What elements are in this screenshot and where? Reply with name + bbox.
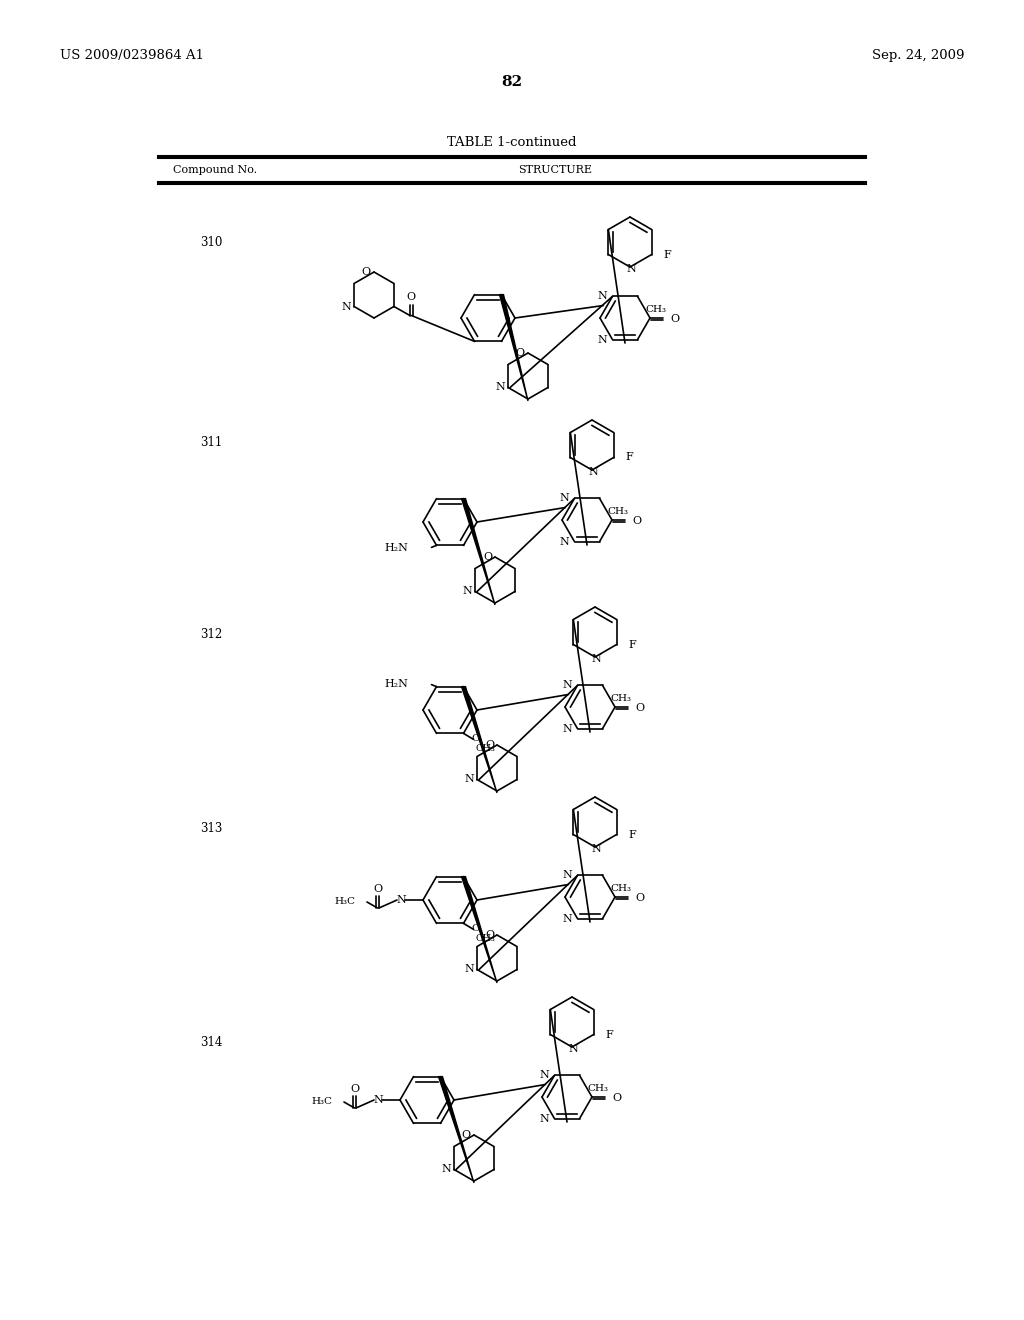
Text: H₂N: H₂N xyxy=(385,544,409,553)
Text: N: N xyxy=(540,1114,550,1123)
Text: O: O xyxy=(612,1093,622,1104)
Text: N: N xyxy=(563,870,572,880)
Text: STRUCTURE: STRUCTURE xyxy=(518,165,592,176)
Text: 311: 311 xyxy=(200,437,222,450)
Text: N: N xyxy=(496,383,505,392)
Text: CH₃: CH₃ xyxy=(610,884,632,892)
Text: N: N xyxy=(591,653,601,664)
Text: N: N xyxy=(568,1044,578,1053)
Text: CH₃: CH₃ xyxy=(475,744,496,752)
Text: N: N xyxy=(341,301,351,312)
Polygon shape xyxy=(438,1077,474,1183)
Text: N: N xyxy=(598,292,607,301)
Text: O: O xyxy=(373,884,382,894)
Text: O: O xyxy=(632,516,641,525)
Text: O: O xyxy=(483,552,492,562)
Text: O: O xyxy=(462,1130,471,1140)
Text: CH₃: CH₃ xyxy=(645,305,667,314)
Polygon shape xyxy=(462,499,495,605)
Text: N: N xyxy=(563,723,572,734)
Text: O: O xyxy=(471,924,480,933)
Text: O: O xyxy=(350,1084,359,1094)
Text: O: O xyxy=(407,293,416,302)
Text: N: N xyxy=(560,494,569,503)
Text: O: O xyxy=(471,734,480,743)
Text: N: N xyxy=(396,895,406,906)
Text: O: O xyxy=(635,894,644,903)
Text: H₃C: H₃C xyxy=(311,1097,332,1106)
Text: N: N xyxy=(563,913,572,924)
Text: N: N xyxy=(464,775,474,784)
Text: F: F xyxy=(629,639,636,649)
Text: O: O xyxy=(635,704,644,713)
Text: 82: 82 xyxy=(502,75,522,88)
Text: Compound No.: Compound No. xyxy=(173,165,257,176)
Text: O: O xyxy=(516,348,525,358)
Text: 313: 313 xyxy=(200,821,222,834)
Text: CH₃: CH₃ xyxy=(588,1084,608,1093)
Text: TABLE 1-continued: TABLE 1-continued xyxy=(447,136,577,149)
Text: N: N xyxy=(598,335,607,345)
Text: 310: 310 xyxy=(200,236,222,249)
Text: N: N xyxy=(563,680,572,690)
Text: N: N xyxy=(373,1096,383,1105)
Text: O: O xyxy=(485,931,494,940)
Text: 312: 312 xyxy=(200,628,222,642)
Text: CH₃: CH₃ xyxy=(475,933,496,942)
Text: F: F xyxy=(664,249,672,260)
Text: US 2009/0239864 A1: US 2009/0239864 A1 xyxy=(60,49,204,62)
Text: CH₃: CH₃ xyxy=(607,507,629,516)
Text: N: N xyxy=(462,586,472,597)
Text: O: O xyxy=(360,267,370,277)
Polygon shape xyxy=(462,876,497,983)
Text: H₃C: H₃C xyxy=(334,898,355,907)
Text: N: N xyxy=(560,537,569,546)
Text: H₂N: H₂N xyxy=(385,678,409,689)
Text: O: O xyxy=(670,314,679,323)
Text: N: N xyxy=(441,1164,452,1175)
Text: F: F xyxy=(626,453,634,462)
Text: N: N xyxy=(591,843,601,854)
Text: 314: 314 xyxy=(200,1036,222,1049)
Text: F: F xyxy=(629,829,636,840)
Text: N: N xyxy=(540,1071,550,1080)
Text: F: F xyxy=(605,1030,613,1040)
Polygon shape xyxy=(462,686,497,793)
Text: O: O xyxy=(485,741,494,750)
Text: Sep. 24, 2009: Sep. 24, 2009 xyxy=(871,49,964,62)
Text: N: N xyxy=(464,965,474,974)
Text: CH₃: CH₃ xyxy=(610,694,632,702)
Polygon shape xyxy=(500,294,528,401)
Text: N: N xyxy=(626,264,636,275)
Text: N: N xyxy=(588,467,598,477)
